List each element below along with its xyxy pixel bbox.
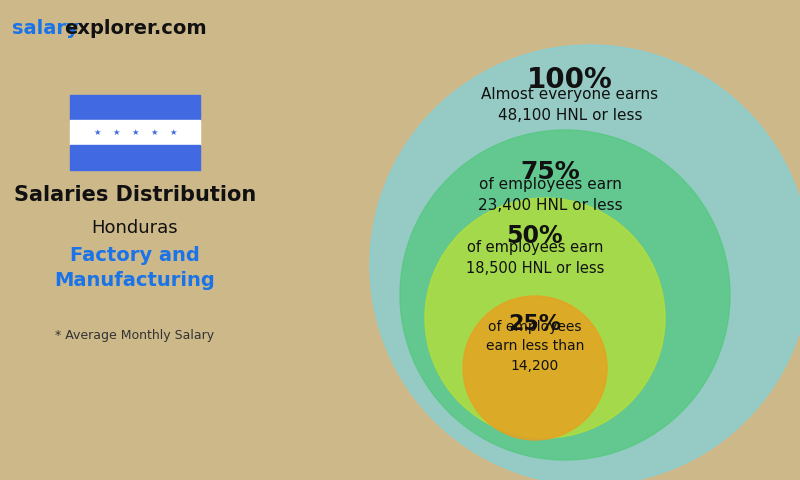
Text: Almost everyone earns
48,100 HNL or less: Almost everyone earns 48,100 HNL or less: [482, 87, 658, 123]
Circle shape: [370, 45, 800, 480]
Text: 100%: 100%: [527, 66, 613, 94]
Text: Salaries Distribution: Salaries Distribution: [14, 185, 256, 205]
Bar: [70, 145, 200, 170]
Text: Factory and
Manufacturing: Factory and Manufacturing: [54, 246, 215, 290]
Bar: [70, 120, 200, 145]
Text: ★: ★: [150, 128, 158, 137]
Text: of employees
earn less than
14,200: of employees earn less than 14,200: [486, 320, 584, 372]
Circle shape: [400, 130, 730, 460]
Text: ★: ★: [131, 128, 138, 137]
Text: ★: ★: [94, 128, 101, 137]
Text: ★: ★: [170, 128, 177, 137]
Text: explorer.com: explorer.com: [64, 19, 206, 37]
Text: salary: salary: [12, 19, 78, 37]
Text: 50%: 50%: [506, 224, 563, 248]
Text: of employees earn
23,400 HNL or less: of employees earn 23,400 HNL or less: [478, 177, 622, 213]
Text: 25%: 25%: [509, 314, 562, 334]
Text: * Average Monthly Salary: * Average Monthly Salary: [55, 328, 214, 341]
Text: Honduras: Honduras: [92, 219, 178, 237]
Text: ★: ★: [112, 128, 120, 137]
Text: 75%: 75%: [520, 160, 580, 184]
Bar: [70, 95, 200, 120]
Text: of employees earn
18,500 HNL or less: of employees earn 18,500 HNL or less: [466, 240, 604, 276]
Circle shape: [463, 296, 607, 440]
Circle shape: [425, 198, 665, 438]
